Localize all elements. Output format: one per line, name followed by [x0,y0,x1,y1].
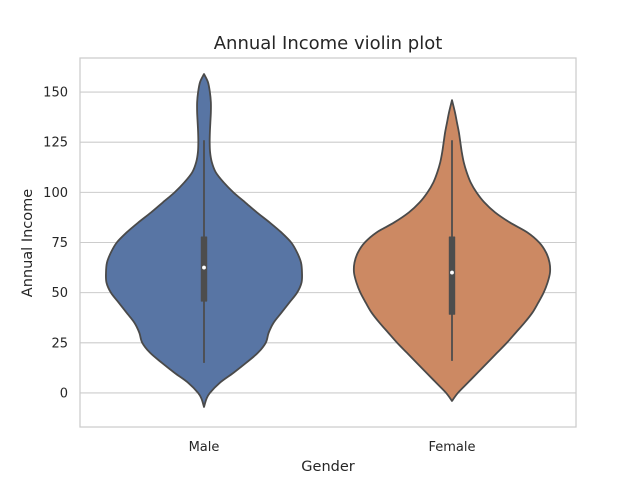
y-tick-label-0: 0 [60,386,68,401]
x-axis-label: Gender [301,459,354,475]
x-tick-label-female: Female [428,440,475,455]
y-tick-labels: 0 25 50 75 100 125 150 [43,86,68,402]
median-marker-female [450,270,454,275]
y-tick-label-25: 25 [51,336,68,351]
y-tick-label-75: 75 [51,236,68,251]
median-marker-male [202,265,206,270]
x-tick-labels: Male Female [189,440,476,455]
x-tick-label-male: Male [189,440,220,455]
y-tick-label-125: 125 [43,136,68,151]
plot-area-frame [79,57,577,428]
y-tick-label-150: 150 [43,86,68,101]
inner-boxes [200,140,456,363]
chart-title: Annual Income violin plot [214,33,443,54]
y-tick-label-100: 100 [43,186,68,201]
y-tick-label-50: 50 [51,286,68,301]
iqr-box-female [448,236,456,315]
y-axis-label: Annual Income [20,189,36,297]
